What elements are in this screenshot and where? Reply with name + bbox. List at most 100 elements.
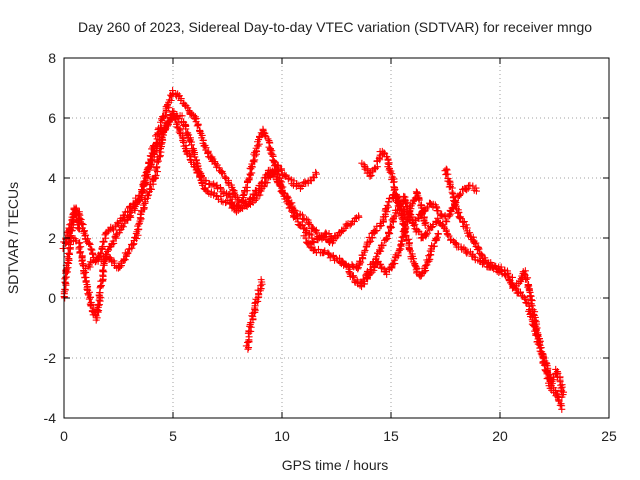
data-marker [139, 186, 147, 194]
data-marker [86, 240, 94, 248]
data-marker [155, 157, 163, 165]
y-tick-label: 6 [48, 110, 56, 126]
data-marker [257, 282, 265, 290]
data-marker [64, 249, 72, 257]
y-tick-label: -2 [44, 350, 57, 366]
data-marker [198, 131, 206, 139]
data-marker [361, 246, 369, 254]
data-marker [151, 141, 159, 149]
data-marker [354, 278, 362, 286]
data-marker [398, 233, 406, 241]
data-marker [147, 185, 155, 193]
data-marker [305, 239, 313, 247]
data-marker [193, 159, 201, 167]
data-marker [433, 233, 441, 241]
data-marker [367, 237, 375, 245]
data-marker [160, 113, 168, 121]
data-marker [182, 125, 190, 133]
data-marker [344, 262, 352, 270]
data-marker [419, 206, 427, 214]
data-marker [366, 172, 374, 180]
data-marker [435, 218, 443, 226]
data-marker [371, 264, 379, 272]
data-marker [244, 345, 252, 353]
data-marker [301, 178, 309, 186]
data-marker [521, 295, 529, 303]
data-points [59, 87, 568, 413]
data-marker [466, 181, 474, 189]
data-marker [394, 249, 402, 257]
data-marker [511, 284, 519, 292]
data-marker [248, 169, 256, 177]
data-marker [109, 224, 117, 232]
data-marker [364, 272, 372, 280]
data-marker [116, 226, 124, 234]
data-marker [261, 131, 269, 139]
data-marker [120, 257, 128, 265]
y-axis-ticks: -4 -2 0 2 4 6 8 [44, 50, 609, 426]
data-marker [153, 168, 161, 176]
data-marker [558, 405, 566, 413]
data-marker [278, 166, 286, 174]
data-marker [260, 128, 268, 136]
data-marker [281, 171, 289, 179]
data-marker [420, 268, 428, 276]
data-marker [212, 192, 220, 200]
data-marker [345, 269, 353, 277]
data-marker [125, 212, 133, 220]
data-marker [560, 388, 568, 396]
data-marker [469, 252, 477, 260]
data-marker [456, 214, 464, 222]
y-tick-label: -4 [44, 410, 57, 426]
x-axis-label: GPS time / hours [282, 457, 389, 473]
series-s4 [242, 276, 266, 353]
series-s8 [360, 188, 430, 288]
data-marker [402, 224, 410, 232]
data-marker [372, 253, 380, 261]
data-marker [452, 204, 460, 212]
data-marker [278, 178, 286, 186]
data-marker [62, 280, 70, 288]
data-marker [61, 275, 69, 283]
data-marker [194, 121, 202, 129]
data-marker [423, 231, 431, 239]
data-marker [325, 250, 333, 258]
data-marker [397, 241, 405, 249]
data-marker [415, 196, 423, 204]
data-marker [202, 176, 210, 184]
data-marker [217, 197, 225, 205]
data-marker [124, 249, 132, 257]
data-marker [251, 196, 259, 204]
y-tick-label: 8 [48, 50, 56, 66]
data-marker [142, 172, 150, 180]
data-marker [322, 229, 330, 237]
data-marker [434, 230, 442, 238]
data-marker [165, 96, 173, 104]
data-marker [169, 113, 177, 121]
data-marker [84, 235, 92, 243]
data-marker [312, 168, 320, 176]
data-marker [512, 285, 520, 293]
data-marker [204, 148, 212, 156]
data-marker [361, 280, 369, 288]
data-marker [445, 232, 453, 240]
data-marker [193, 122, 201, 130]
data-marker [111, 259, 119, 267]
data-marker [422, 219, 430, 227]
data-marker [443, 218, 451, 226]
series-s11 [506, 279, 568, 401]
data-marker [350, 218, 358, 226]
x-tick-label: 5 [169, 428, 177, 444]
data-marker [128, 241, 136, 249]
data-marker [273, 170, 281, 178]
y-axis-label: SDTVAR / TECUs [5, 182, 21, 294]
data-marker [359, 251, 367, 259]
data-marker [87, 245, 95, 253]
data-marker [383, 208, 391, 216]
data-marker [434, 214, 442, 222]
y-tick-label: 4 [48, 170, 56, 186]
data-marker [82, 277, 90, 285]
data-marker [522, 275, 530, 283]
data-marker [255, 140, 263, 148]
data-marker [320, 248, 328, 256]
